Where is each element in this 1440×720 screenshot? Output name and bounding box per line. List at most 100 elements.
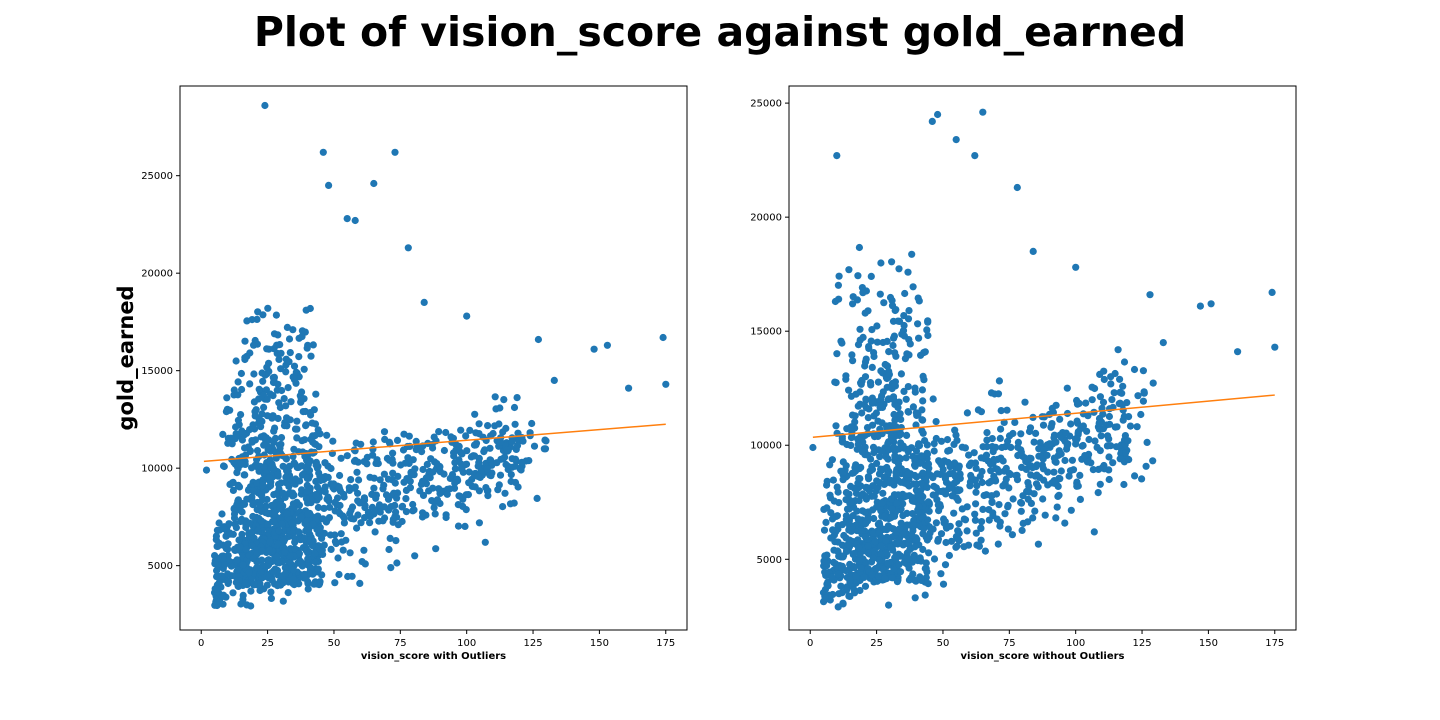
data-point (1122, 449, 1130, 457)
data-point (300, 570, 308, 578)
data-point (1055, 491, 1063, 499)
data-point (336, 487, 345, 495)
data-point (979, 443, 987, 451)
data-point (915, 297, 923, 305)
data-point (1081, 452, 1089, 460)
data-point (999, 457, 1007, 465)
data-point (330, 480, 338, 488)
data-point (1137, 410, 1145, 419)
data-point (402, 508, 410, 516)
data-point (518, 458, 526, 466)
data-point (1065, 472, 1073, 480)
data-point (835, 590, 843, 598)
data-point (923, 449, 931, 457)
data-point (273, 552, 281, 561)
data-point (936, 459, 944, 467)
data-point (1007, 443, 1015, 451)
data-point (900, 387, 908, 395)
data-point (876, 453, 884, 461)
data-point (405, 432, 413, 440)
y-tick-label: 5000 (148, 561, 173, 572)
data-point (854, 341, 863, 349)
data-point (475, 519, 483, 527)
data-point (493, 459, 501, 467)
regression-line (203, 423, 666, 463)
data-point (357, 519, 365, 527)
data-point (447, 433, 455, 441)
data-point (268, 576, 276, 584)
data-point (1029, 247, 1037, 255)
data-point (972, 488, 980, 496)
data-point (235, 536, 243, 544)
data-point (471, 452, 479, 460)
data-point (942, 523, 950, 531)
data-point (252, 406, 260, 414)
data-point (1105, 412, 1113, 421)
data-point (470, 441, 479, 449)
data-point (511, 455, 519, 463)
data-point (370, 484, 378, 492)
data-point (875, 572, 883, 580)
data-point (454, 501, 462, 509)
data-point (861, 582, 870, 590)
data-point (308, 419, 316, 427)
data-point (929, 474, 937, 482)
data-point (868, 326, 876, 334)
data-point (1085, 435, 1093, 444)
data-point (471, 483, 479, 491)
data-point (1097, 432, 1105, 440)
data-point (1100, 367, 1108, 375)
data-point (550, 376, 558, 384)
data-point (213, 526, 221, 534)
data-point (954, 487, 963, 495)
data-point (423, 460, 431, 468)
data-point (250, 398, 258, 406)
data-point (854, 272, 862, 280)
data-point (410, 506, 418, 514)
data-point (858, 448, 867, 456)
data-point (324, 473, 332, 481)
data-point (849, 300, 857, 308)
data-point (451, 479, 459, 487)
data-point (868, 571, 876, 579)
data-point (1271, 343, 1279, 351)
data-point (484, 422, 492, 430)
data-point (389, 459, 397, 467)
data-point (835, 272, 843, 280)
y-tick-label: 10000 (750, 441, 782, 452)
data-point (234, 416, 242, 424)
data-point (380, 481, 388, 489)
data-point (867, 272, 875, 280)
data-point (878, 565, 887, 573)
data-point (625, 384, 633, 392)
data-point (263, 395, 271, 403)
data-point (918, 427, 926, 435)
data-point (1105, 453, 1113, 461)
data-point (279, 597, 287, 605)
data-point (234, 482, 242, 490)
data-point (923, 441, 931, 449)
data-point (311, 440, 319, 448)
data-point (1139, 397, 1147, 405)
data-point (389, 469, 397, 477)
data-point (988, 435, 996, 443)
data-point (257, 517, 265, 525)
x-tick-label: 125 (523, 638, 542, 649)
data-point (237, 369, 245, 378)
data-point (1134, 392, 1142, 400)
data-point (845, 592, 853, 600)
data-point (351, 484, 359, 492)
data-point (241, 444, 249, 452)
data-point (356, 579, 364, 588)
data-point (821, 552, 829, 560)
data-point (302, 495, 310, 503)
data-point (429, 484, 437, 492)
data-point (827, 509, 835, 517)
data-point (386, 534, 394, 543)
data-point (885, 370, 894, 378)
data-point (870, 352, 878, 361)
data-point (334, 554, 342, 562)
data-point (853, 296, 862, 304)
data-point (1094, 465, 1103, 473)
data-point (510, 403, 519, 412)
